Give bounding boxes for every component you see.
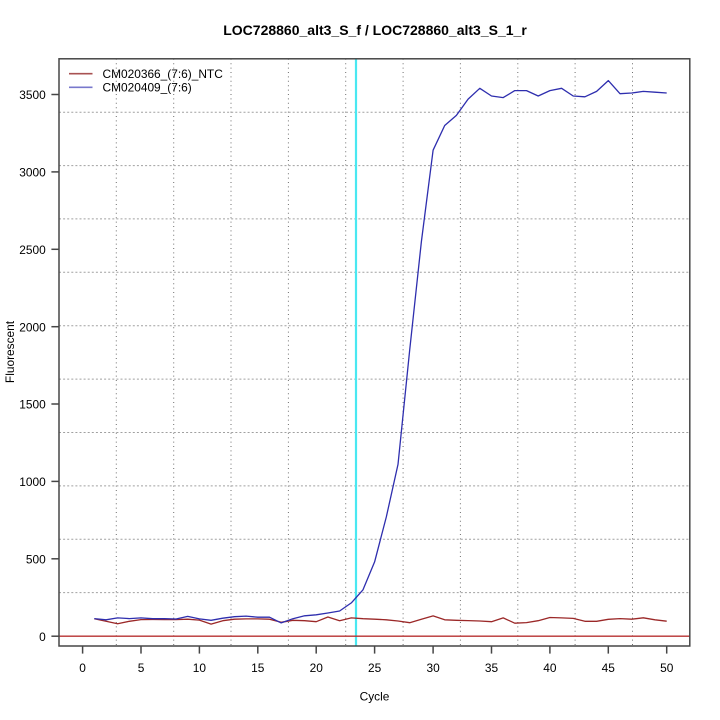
svg-text:1000: 1000	[19, 475, 46, 489]
svg-text:CM020409_(7:6): CM020409_(7:6)	[103, 80, 192, 94]
svg-text:40: 40	[543, 661, 557, 675]
svg-text:2000: 2000	[19, 320, 46, 334]
svg-text:25: 25	[368, 661, 382, 675]
svg-text:Cycle: Cycle	[360, 690, 390, 704]
svg-text:45: 45	[602, 661, 616, 675]
svg-text:3500: 3500	[19, 88, 46, 102]
svg-text:0: 0	[39, 630, 46, 644]
svg-text:500: 500	[26, 553, 46, 567]
svg-text:CM020366_(7:6)_NTC: CM020366_(7:6)_NTC	[103, 67, 224, 81]
svg-text:1500: 1500	[19, 398, 46, 412]
svg-text:35: 35	[485, 661, 499, 675]
svg-text:5: 5	[138, 661, 145, 675]
svg-text:20: 20	[310, 661, 324, 675]
svg-text:2500: 2500	[19, 243, 46, 257]
svg-text:10: 10	[193, 661, 207, 675]
svg-text:3000: 3000	[19, 166, 46, 180]
svg-text:Fluorescent: Fluorescent	[3, 320, 17, 383]
svg-text:0: 0	[79, 661, 86, 675]
svg-text:15: 15	[251, 661, 265, 675]
svg-text:LOC728860_alt3_S_f / LOC728860: LOC728860_alt3_S_f / LOC728860_alt3_S_1_…	[223, 22, 527, 38]
svg-text:50: 50	[660, 661, 674, 675]
svg-text:30: 30	[426, 661, 440, 675]
